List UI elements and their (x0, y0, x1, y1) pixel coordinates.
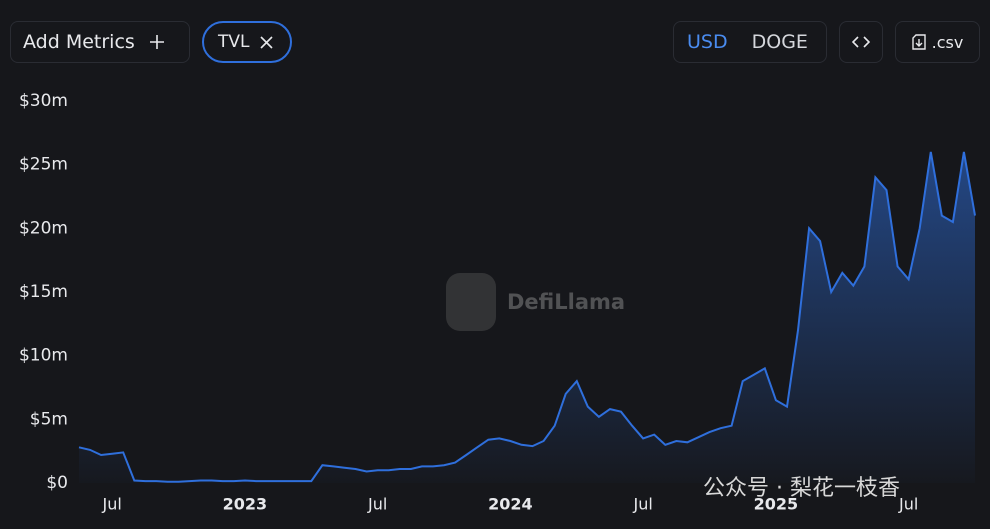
wechat-watermark: 公众号 · 梨花一枝香 (703, 476, 900, 501)
area (79, 151, 975, 483)
y-tick-label: $15m (19, 282, 68, 302)
embed-button[interactable] (839, 21, 883, 63)
brand-watermark: DefiLlama (446, 273, 625, 331)
y-tick-label: $5m (30, 409, 68, 429)
x-tick-label: 2023 (223, 495, 268, 514)
tvl-chip[interactable]: TVL (202, 21, 292, 63)
add-metrics-button[interactable]: Add Metrics (10, 21, 190, 63)
x-tick-label: Jul (367, 495, 387, 514)
x-tick-label: 2025 (754, 495, 799, 514)
close-icon[interactable] (259, 35, 273, 49)
tvl-label: TVL (218, 32, 250, 52)
plus-icon (149, 35, 164, 49)
csv-label: .csv (931, 32, 964, 52)
y-tick-label: $30m (19, 91, 68, 111)
y-tick-label: $20m (19, 218, 68, 238)
code-icon (852, 36, 870, 48)
download-icon (911, 34, 926, 50)
add-metrics-label: Add Metrics (23, 31, 135, 53)
x-tick-label: Jul (632, 495, 652, 514)
y-tick-label: $10m (19, 346, 68, 366)
usd-option[interactable]: USD (687, 31, 728, 53)
doge-option[interactable]: DOGE (751, 31, 808, 53)
y-tick-label: $0 (46, 473, 68, 493)
currency-toggle: USD DOGE (673, 21, 827, 63)
brand-logo (446, 273, 496, 331)
x-tick-label: Jul (102, 495, 122, 514)
x-tick-label: Jul (898, 495, 918, 514)
line (78, 151, 976, 483)
csv-button[interactable]: .csv (895, 21, 980, 63)
x-tick-label: 2024 (488, 495, 533, 514)
y-tick-label: $25m (19, 155, 68, 175)
brand-text: DefiLlama (507, 290, 625, 314)
